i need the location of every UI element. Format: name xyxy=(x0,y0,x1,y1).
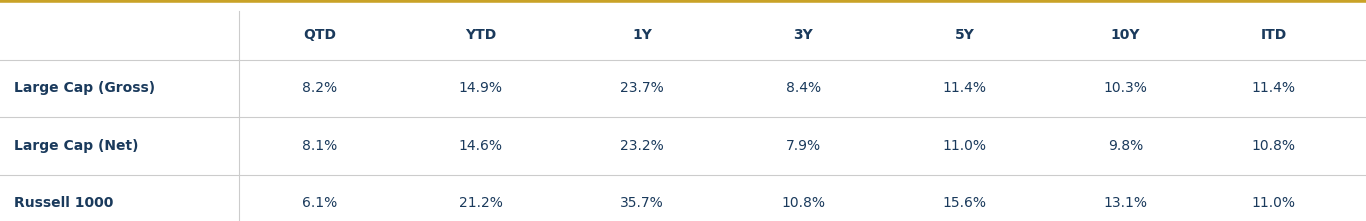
Text: 13.1%: 13.1% xyxy=(1104,196,1147,210)
Text: 15.6%: 15.6% xyxy=(943,196,986,210)
Text: QTD: QTD xyxy=(303,28,336,42)
Text: YTD: YTD xyxy=(466,28,496,42)
Text: 11.4%: 11.4% xyxy=(943,81,986,95)
Text: ITD: ITD xyxy=(1261,28,1287,42)
Text: 10.8%: 10.8% xyxy=(781,196,825,210)
Text: 8.2%: 8.2% xyxy=(302,81,337,95)
Text: 35.7%: 35.7% xyxy=(620,196,664,210)
Text: 14.9%: 14.9% xyxy=(459,81,503,95)
Text: 7.9%: 7.9% xyxy=(785,139,821,153)
Text: 10.3%: 10.3% xyxy=(1104,81,1147,95)
Text: 5Y: 5Y xyxy=(955,28,974,42)
Text: 3Y: 3Y xyxy=(794,28,813,42)
Text: 23.2%: 23.2% xyxy=(620,139,664,153)
Text: Large Cap (Net): Large Cap (Net) xyxy=(14,139,138,153)
Text: Large Cap (Gross): Large Cap (Gross) xyxy=(14,81,154,95)
Text: 21.2%: 21.2% xyxy=(459,196,503,210)
Text: 8.1%: 8.1% xyxy=(302,139,337,153)
Text: Russell 1000: Russell 1000 xyxy=(14,196,113,210)
Text: 9.8%: 9.8% xyxy=(1108,139,1143,153)
Text: 8.4%: 8.4% xyxy=(785,81,821,95)
Text: 6.1%: 6.1% xyxy=(302,196,337,210)
Text: 11.0%: 11.0% xyxy=(1251,196,1296,210)
Text: 23.7%: 23.7% xyxy=(620,81,664,95)
Text: 11.4%: 11.4% xyxy=(1251,81,1296,95)
Text: 10.8%: 10.8% xyxy=(1251,139,1296,153)
Text: 10Y: 10Y xyxy=(1111,28,1141,42)
Text: 1Y: 1Y xyxy=(632,28,652,42)
Text: 11.0%: 11.0% xyxy=(943,139,986,153)
Text: 14.6%: 14.6% xyxy=(459,139,503,153)
